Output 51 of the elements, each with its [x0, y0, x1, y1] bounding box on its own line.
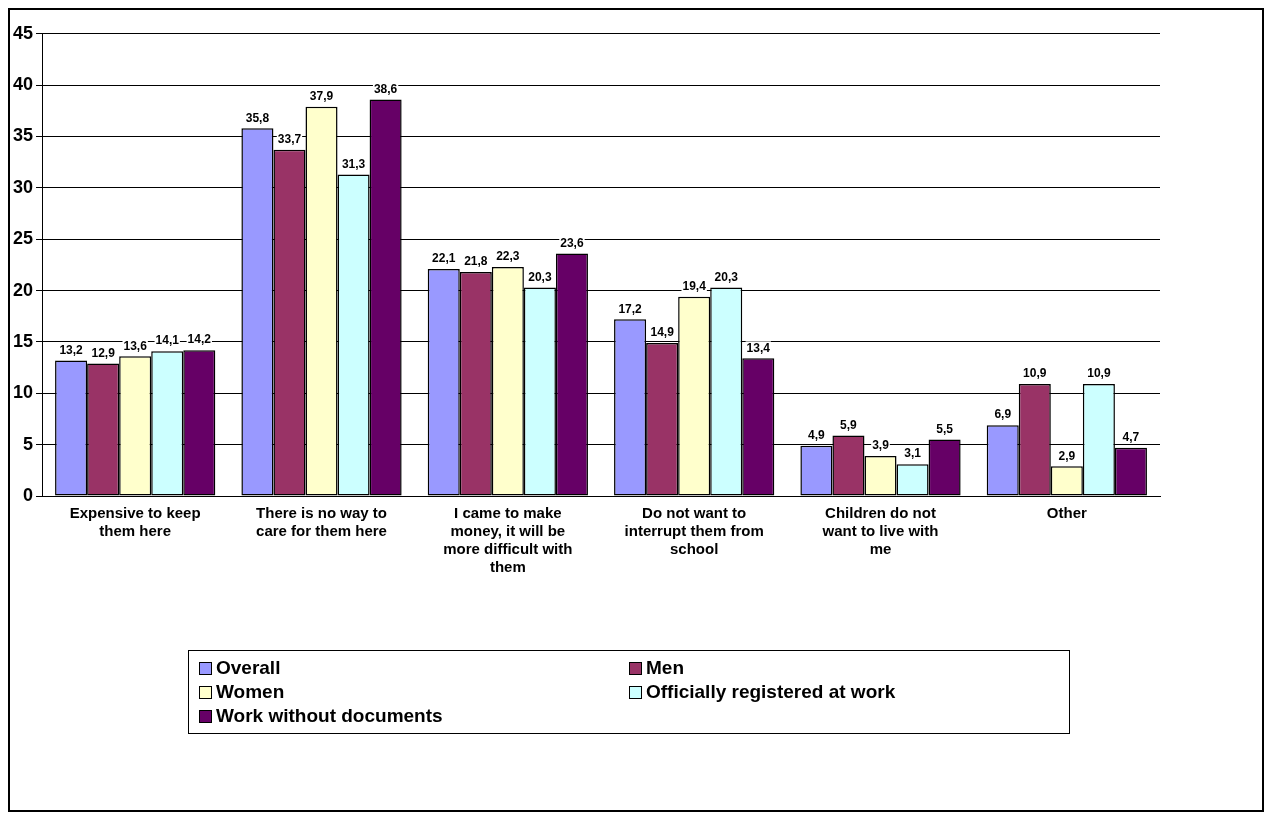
data-label: 6,9	[994, 407, 1012, 422]
data-label: 12,9	[91, 345, 116, 360]
data-label: 13,6	[123, 338, 148, 353]
x-tick-label: Children do not want to live with me	[821, 504, 939, 558]
data-label: 33,7	[277, 132, 302, 147]
x-tick-label: I came to make money, it will be more difficult with them	[443, 504, 573, 576]
y-tick-label: 35	[12, 125, 34, 146]
data-label: 20,3	[528, 269, 552, 284]
y-tick-label: 0	[23, 484, 34, 505]
y-tick-label: 10	[12, 382, 34, 403]
data-label: 10,9	[1023, 366, 1047, 381]
x-tick-label: Do not want to interrupt them from school	[624, 504, 764, 558]
y-tick-label: 45	[12, 22, 34, 43]
y-tick-label: 20	[12, 279, 34, 300]
data-label: 22,3	[496, 249, 520, 264]
data-label: 19,4	[682, 279, 707, 294]
data-label: 5,9	[840, 417, 858, 432]
data-label: 37,9	[309, 89, 334, 104]
x-tick-label: Other	[1046, 504, 1087, 522]
y-tick-label: 5	[23, 433, 34, 454]
y-tick-label: 30	[12, 176, 34, 197]
data-label: 14,2	[187, 332, 212, 347]
y-tick-label: 40	[12, 74, 34, 95]
data-label: 13,4	[746, 340, 771, 355]
legend-label: Overall	[216, 657, 281, 679]
legend-label: Officially registered at work	[646, 681, 896, 703]
data-label: 4,9	[808, 427, 826, 442]
x-tick-label: Expensive to keep them here	[69, 504, 201, 540]
data-label: 23,6	[560, 235, 584, 250]
y-tick-label: 25	[12, 228, 34, 249]
x-tick-label: There is no way to care for them here	[256, 504, 387, 540]
legend-label: Men	[646, 657, 684, 679]
data-label: 13,2	[59, 342, 84, 357]
data-label: 5,5	[936, 421, 954, 436]
data-label: 14,1	[155, 333, 180, 348]
data-label: 38,6	[373, 81, 398, 96]
data-label: 3,9	[872, 438, 890, 453]
y-tick-label: 15	[12, 330, 34, 351]
legend-label: Work without documents	[216, 705, 443, 727]
data-label: 22,1	[432, 251, 456, 266]
data-label: 31,3	[341, 156, 366, 171]
data-label: 4,7	[1122, 430, 1140, 445]
data-label: 17,2	[618, 301, 643, 316]
data-label: 3,1	[904, 446, 922, 461]
data-label: 21,8	[464, 254, 488, 269]
data-label: 35,8	[245, 110, 270, 125]
data-label: 14,9	[650, 325, 675, 340]
data-label: 10,9	[1087, 366, 1111, 381]
data-label: 2,9	[1058, 448, 1076, 463]
legend-label: Women	[216, 681, 285, 703]
data-label: 20,3	[714, 269, 739, 284]
